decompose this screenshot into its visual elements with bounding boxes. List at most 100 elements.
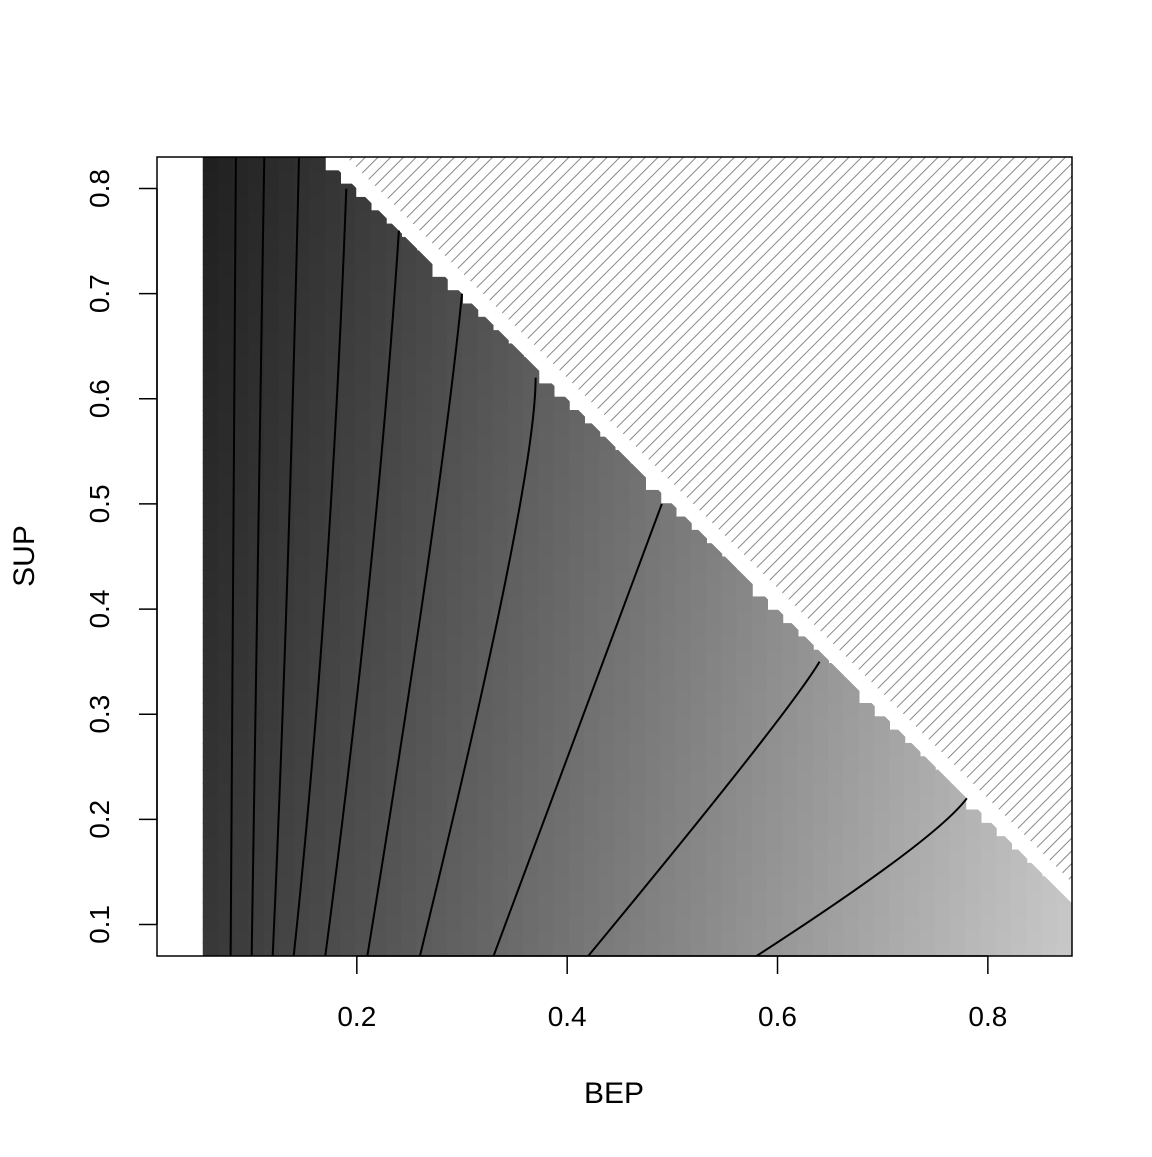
fill-cell (751, 809, 768, 824)
fill-cell (340, 423, 357, 438)
fill-cell (431, 410, 448, 425)
fill-cell (370, 330, 387, 345)
fill-cell (507, 742, 524, 758)
fill-cell (309, 183, 326, 198)
fill-cell (233, 463, 250, 478)
fill-cell (340, 649, 357, 665)
fill-cell (385, 876, 402, 891)
fill-cell (157, 423, 174, 438)
fill-cell (157, 476, 174, 491)
fill-cell (843, 716, 860, 731)
fill-cell (309, 410, 326, 425)
fill-cell (233, 849, 250, 864)
fill-cell (324, 716, 341, 731)
fill-cell (858, 942, 875, 956)
fill-cell (675, 796, 692, 811)
fill-cell (553, 916, 570, 931)
fill-cell (797, 756, 814, 771)
fill-cell (767, 809, 784, 824)
fill-cell (629, 796, 646, 811)
fill-cell (568, 676, 585, 691)
fill-cell (1056, 929, 1072, 944)
fill-cell (629, 609, 646, 625)
fill-cell (934, 916, 951, 931)
fill-cell (492, 356, 509, 372)
fill-cell (858, 702, 875, 718)
fill-cell (919, 782, 936, 798)
fill-cell (355, 263, 372, 278)
fill-cell (187, 609, 204, 625)
fill-cell (218, 383, 235, 398)
fill-cell (248, 876, 265, 891)
fill-cell (446, 742, 463, 758)
fill-cell (187, 849, 204, 864)
fill-cell (675, 782, 692, 798)
fill-cell (187, 223, 204, 238)
fill-cell (523, 449, 540, 465)
fill-cell (629, 583, 646, 598)
fill-cell (233, 556, 250, 571)
fill-cell (263, 889, 280, 904)
fill-cell (553, 476, 570, 491)
fill-cell (172, 782, 189, 798)
fill-cell (218, 556, 235, 571)
fill-cell (309, 796, 326, 811)
fill-cell (202, 729, 219, 744)
fill-cell (172, 942, 189, 956)
fill-cell (309, 569, 326, 585)
fill-cell (340, 476, 357, 491)
fill-cell (370, 649, 387, 665)
fill-cell (965, 822, 982, 838)
fill-cell (629, 729, 646, 744)
fill-cell (309, 756, 326, 771)
fill-cell (416, 356, 433, 372)
fill-cell (1056, 916, 1072, 931)
fill-cell (492, 716, 509, 731)
fill-cell (736, 583, 753, 598)
fill-cell (873, 716, 890, 731)
fill-cell (889, 809, 906, 824)
fill-cell (538, 596, 555, 611)
fill-cell (843, 942, 860, 956)
fill-cell (828, 729, 845, 744)
fill-cell (614, 782, 631, 798)
fill-cell (751, 902, 768, 918)
fill-cell (355, 769, 372, 784)
fill-cell (294, 782, 311, 798)
fill-cell (477, 436, 494, 451)
fill-cell (431, 356, 448, 372)
fill-cell (584, 609, 601, 625)
fill-cell (568, 663, 585, 678)
fill-cell (507, 396, 524, 412)
fill-cell (172, 343, 189, 358)
fill-cell (157, 236, 174, 252)
fill-cell (736, 649, 753, 665)
fill-cell (706, 596, 723, 611)
fill-cell (828, 809, 845, 824)
fill-cell (797, 689, 814, 704)
fill-cell (767, 676, 784, 691)
fill-cell (202, 423, 219, 438)
fill-cell (584, 916, 601, 931)
fill-cell (431, 276, 448, 292)
fill-cell (523, 742, 540, 758)
fill-cell (767, 849, 784, 864)
fill-cell (416, 729, 433, 744)
fill-cell (599, 476, 616, 491)
fill-cell (340, 210, 357, 225)
fill-cell (812, 902, 829, 918)
fill-cell (340, 583, 357, 598)
fill-cell (370, 756, 387, 771)
fill-cell (675, 676, 692, 691)
fill-cell (187, 702, 204, 718)
fill-cell (355, 423, 372, 438)
fill-cell (370, 596, 387, 611)
fill-cell (599, 729, 616, 744)
fill-cell (462, 316, 479, 332)
fill-cell (736, 822, 753, 838)
fill-cell (462, 689, 479, 704)
fill-cell (645, 809, 662, 824)
fill-cell (279, 836, 296, 851)
fill-cell (355, 503, 372, 518)
fill-cell (233, 876, 250, 891)
